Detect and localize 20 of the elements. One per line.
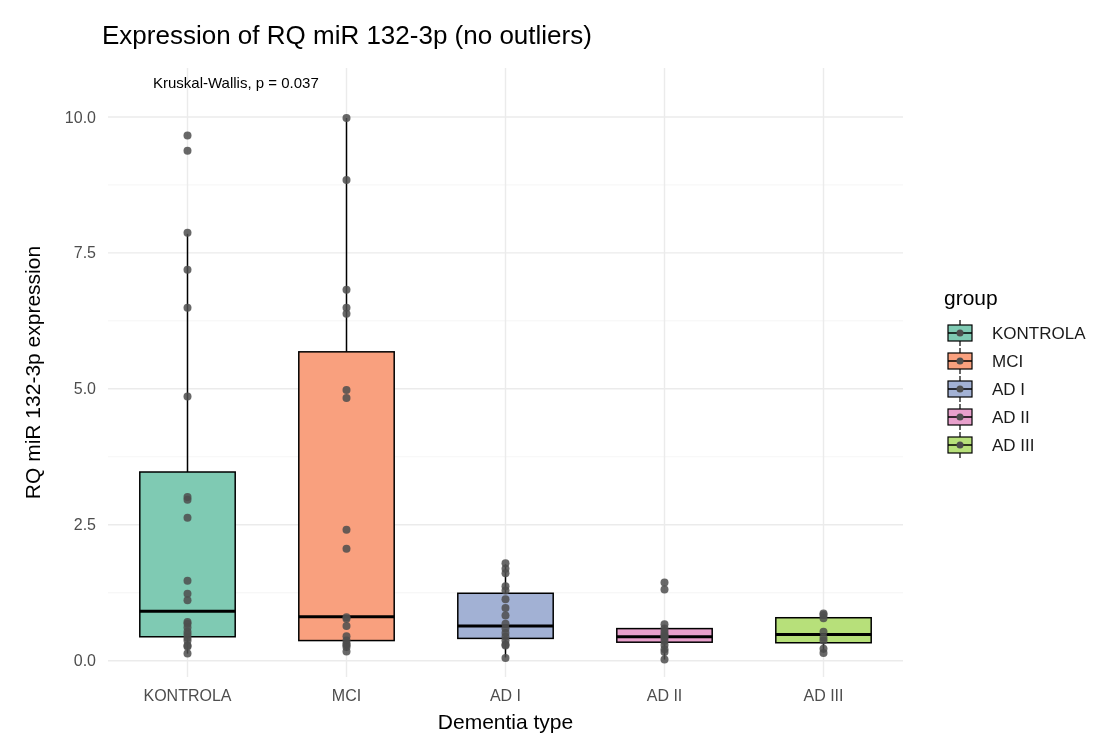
- y-tick-label: 5.0: [73, 380, 97, 398]
- y-tick-label: 7.5: [73, 244, 97, 262]
- y-axis-title: RQ miR 132-3p expression: [21, 245, 44, 500]
- x-tick-label: AD III: [803, 687, 844, 704]
- legend-label: AD II: [992, 408, 1030, 427]
- legend-label: AD I: [992, 380, 1026, 399]
- chart-title: Expression of RQ miR 132-3p (no outliers): [102, 20, 592, 50]
- y-tick-label: 0.0: [73, 652, 97, 670]
- legend-label: KONTROLA: [992, 324, 1087, 343]
- legend-label: AD III: [992, 436, 1035, 455]
- legend-label: MCI: [992, 352, 1024, 371]
- annotation: Kruskal-Wallis, p = 0.037: [153, 74, 319, 91]
- x-axis-title: Dementia type: [437, 710, 574, 733]
- x-tick-label: KONTROLA: [143, 687, 232, 704]
- legend-title: group: [944, 286, 998, 309]
- y-tick-label: 2.5: [73, 516, 97, 534]
- x-tick-label: AD I: [489, 687, 522, 704]
- y-tick-label: 10.0: [64, 108, 97, 126]
- x-tick-label: AD II: [646, 687, 683, 704]
- x-tick-label: MCI: [331, 687, 362, 704]
